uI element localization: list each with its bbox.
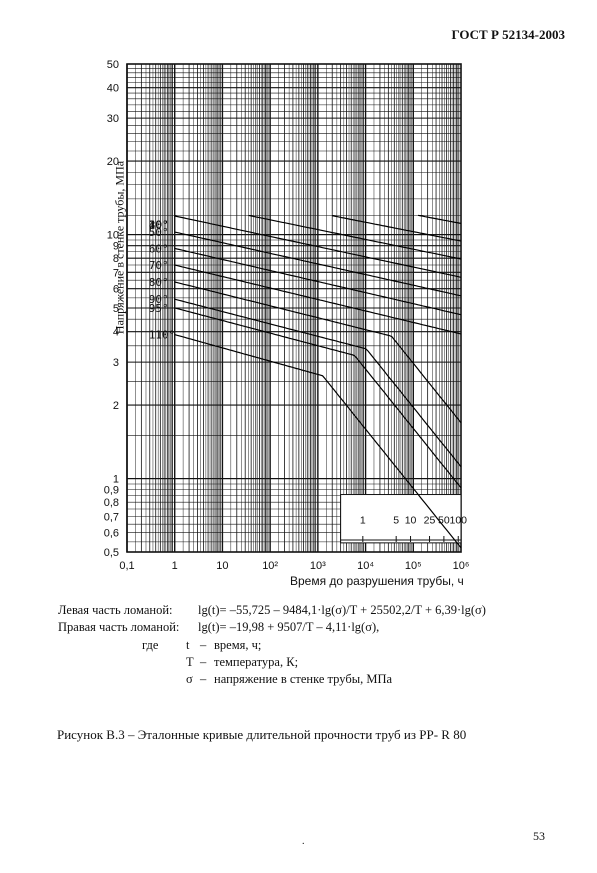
right-part-formula: lg(t)= –19,98 + 9507/T – 4,11·lg(σ), [198, 620, 380, 634]
y-tick-label: 3 [113, 357, 119, 369]
left-part-label: Левая часть ломаной: [58, 603, 173, 617]
y-tick-label: 50 [107, 59, 119, 71]
y-axis-label: Напряжение в стенке трубы, МПа [112, 160, 127, 335]
curve-95 [174, 307, 462, 489]
y-tick-label: 0,6 [104, 528, 119, 540]
curve-label: 90° [149, 293, 169, 306]
where-label: где [142, 638, 159, 652]
curve-label: 95° [149, 302, 169, 315]
curve-label: 80° [149, 276, 169, 289]
curve-10 [417, 214, 462, 224]
curve-110 [174, 334, 462, 549]
y-tick-label: 5 [113, 303, 119, 315]
y-tick-label: 6 [113, 284, 119, 296]
y-tick-label: 10 [107, 230, 119, 242]
def-text: время, ч; [214, 638, 262, 652]
def-dash: – [200, 655, 207, 669]
y-tick-label: 2 [113, 400, 119, 412]
years-tick-label: 25 [424, 514, 436, 526]
y-tick-label: 30 [107, 113, 119, 125]
page-mark: . [302, 836, 305, 847]
years-tick-label: 100 [449, 514, 467, 526]
curve-label: 40° [149, 218, 169, 231]
y-tick-label: 20 [107, 156, 119, 168]
document-header: ГОСТ Р 52134-2003 [451, 27, 565, 42]
x-axis-label: Время до разрушения трубы, ч [290, 574, 464, 588]
x-tick-label: 10³ [310, 560, 326, 572]
curve-label: 110° [149, 329, 176, 342]
curve-80 [174, 281, 462, 424]
left-part-formula: lg(t)= –55,725 – 9484,1·lg(σ)/T + 25502,… [198, 603, 486, 617]
x-tick-label: 0,1 [119, 560, 134, 572]
x-tick-label: 10⁶ [453, 560, 470, 572]
def-text: напряжение в стенке трубы, МПа [214, 672, 393, 686]
years-tick-label: 1 [360, 514, 366, 526]
x-tick-label: 1 [172, 560, 178, 572]
curve-label: 30° [149, 218, 169, 231]
x-tick-label: 10⁵ [405, 560, 422, 572]
y-tick-label: 0,8 [104, 497, 119, 509]
years-tick-label: 50 [438, 514, 450, 526]
curve-70 [174, 264, 462, 335]
y-tick-label: 0,5 [104, 547, 119, 559]
page-number: 53 [533, 829, 545, 843]
y-tick-label: 7 [113, 267, 119, 279]
curve-40 [174, 215, 462, 278]
curve-label: 60° [149, 242, 169, 255]
curve-50 [174, 231, 462, 297]
curve-30 [248, 214, 462, 260]
years-tick-label: 10 [405, 514, 417, 526]
y-tick-label: 0,7 [104, 511, 119, 523]
years-tick-label: 5 [393, 514, 399, 526]
curve-label: 10° [149, 218, 169, 231]
def-dash: – [200, 638, 207, 652]
x-tick-label: 10⁴ [357, 560, 374, 572]
def-symbol: σ [186, 672, 193, 686]
def-symbol: T [186, 655, 194, 669]
def-dash: – [200, 672, 207, 686]
y-tick-label: 9 [113, 241, 119, 253]
y-tick-label: 8 [113, 253, 119, 265]
y-tick-label: 40 [107, 83, 119, 95]
y-tick-label: 4 [113, 327, 119, 339]
curve-label: 20° [149, 218, 169, 231]
y-tick-label: 0,9 [104, 485, 119, 497]
curve-60 [174, 247, 462, 316]
def-symbol: t [186, 638, 190, 652]
x-tick-label: 10² [262, 560, 278, 572]
figure-caption: Рисунок В.3 – Эталонные кривые длительно… [57, 727, 467, 742]
curve-90 [174, 298, 462, 468]
right-part-label: Правая часть ломаной: [58, 620, 180, 634]
x-tick-label: 10 [216, 560, 228, 572]
curve-label: 50° [149, 226, 169, 239]
curve-20 [332, 215, 462, 242]
y-tick-label: 1 [113, 474, 119, 486]
years-axis-box [340, 494, 462, 544]
curve-label: 70° [149, 259, 169, 272]
def-text: температура, К; [214, 655, 299, 669]
